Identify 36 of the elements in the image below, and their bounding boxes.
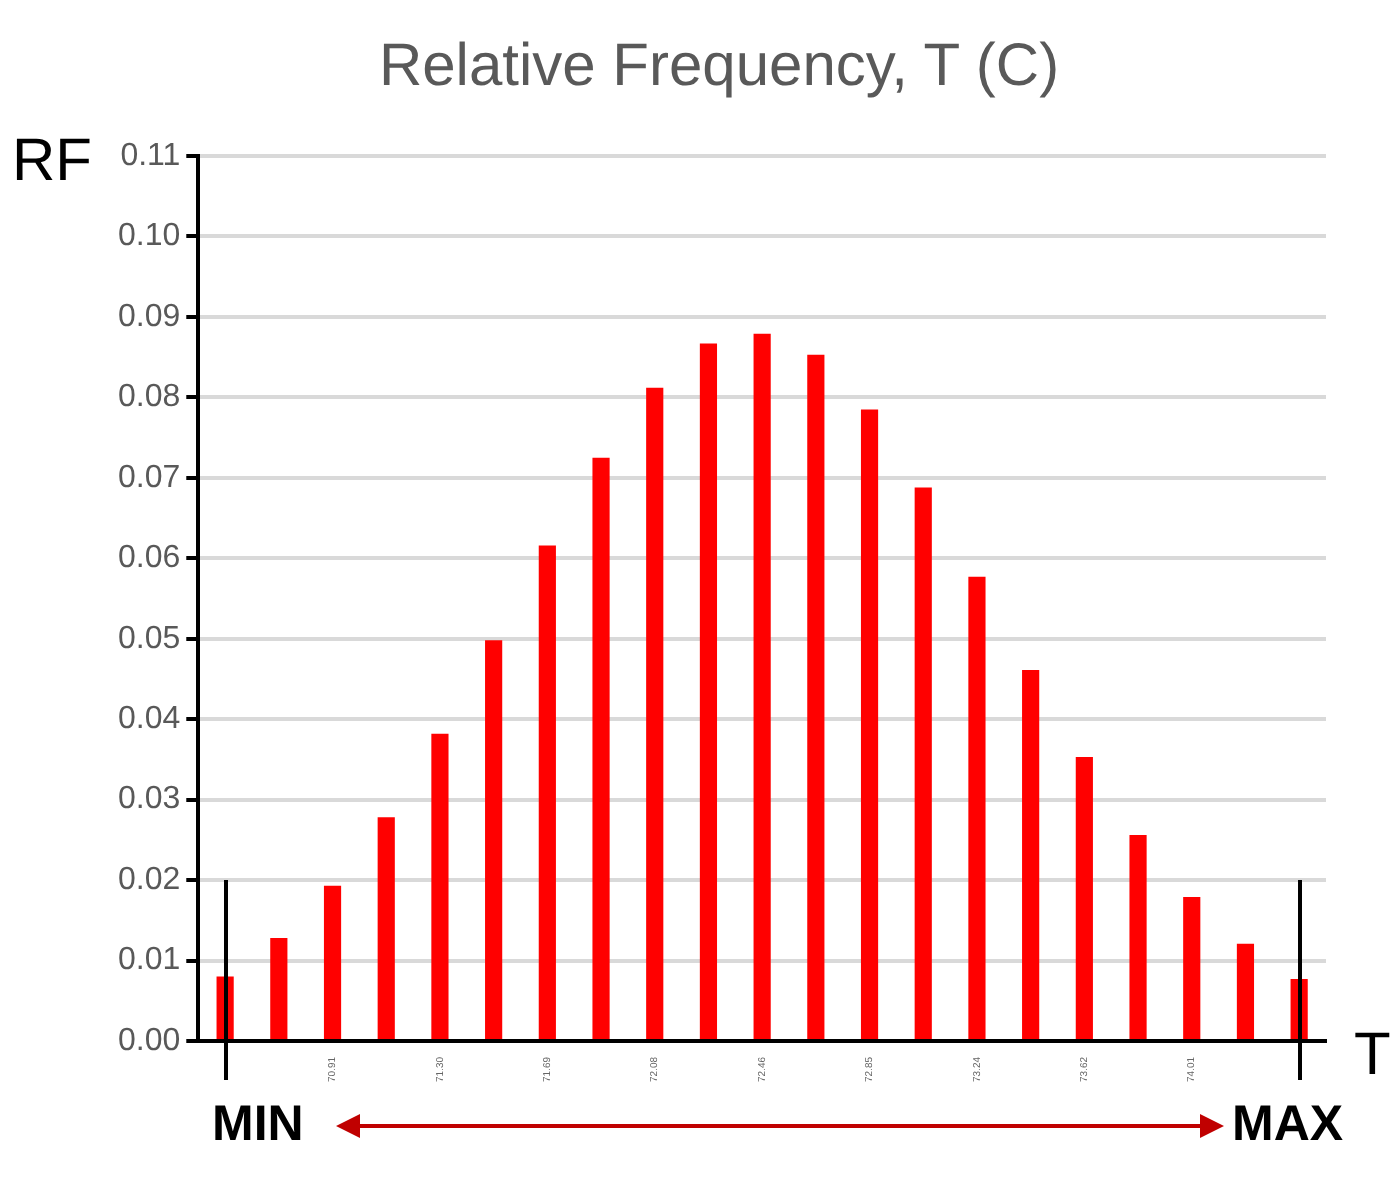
- y-tick-label: 0.01: [118, 943, 181, 978]
- bar: [1183, 896, 1201, 1039]
- text: MIN: [212, 1096, 304, 1155]
- bar: [1129, 835, 1147, 1039]
- bar: [431, 733, 449, 1039]
- y-axis-title: RF: [12, 128, 92, 194]
- bar: [914, 487, 932, 1039]
- y-tick-label: 0.04: [118, 701, 181, 736]
- bar: [646, 387, 664, 1039]
- y-tick-label: 0.00: [118, 1023, 181, 1058]
- text: MAX: [1232, 1096, 1344, 1155]
- y-tick-label: 0.10: [118, 219, 181, 254]
- bar: [485, 640, 503, 1039]
- y-tick-label: 0.03: [118, 782, 181, 817]
- y-tick-label: 0.08: [118, 380, 181, 415]
- bar: [538, 545, 556, 1039]
- y-tick-label: 0.05: [118, 621, 181, 656]
- bar: [1022, 670, 1040, 1039]
- bar: [1075, 756, 1093, 1039]
- y-tick-label: 0.11: [120, 138, 181, 173]
- y-tick-label: 0.07: [118, 460, 181, 495]
- bar: [753, 333, 771, 1039]
- y-tick-label: 0.06: [118, 541, 181, 576]
- bar: [968, 576, 986, 1039]
- bar: [592, 457, 610, 1039]
- y-tick-label: 0.09: [118, 299, 181, 334]
- bar: [807, 354, 825, 1039]
- bar: [377, 817, 395, 1039]
- bar: [323, 885, 342, 1039]
- y-tick-label: 0.02: [118, 862, 181, 897]
- bar: [270, 938, 288, 1039]
- x-axis-title: T: [1354, 1021, 1391, 1088]
- bar: [699, 343, 718, 1039]
- bar: [860, 409, 879, 1039]
- bar: [1236, 943, 1255, 1039]
- chart-title: Relative Frequency, T (C): [378, 32, 1060, 99]
